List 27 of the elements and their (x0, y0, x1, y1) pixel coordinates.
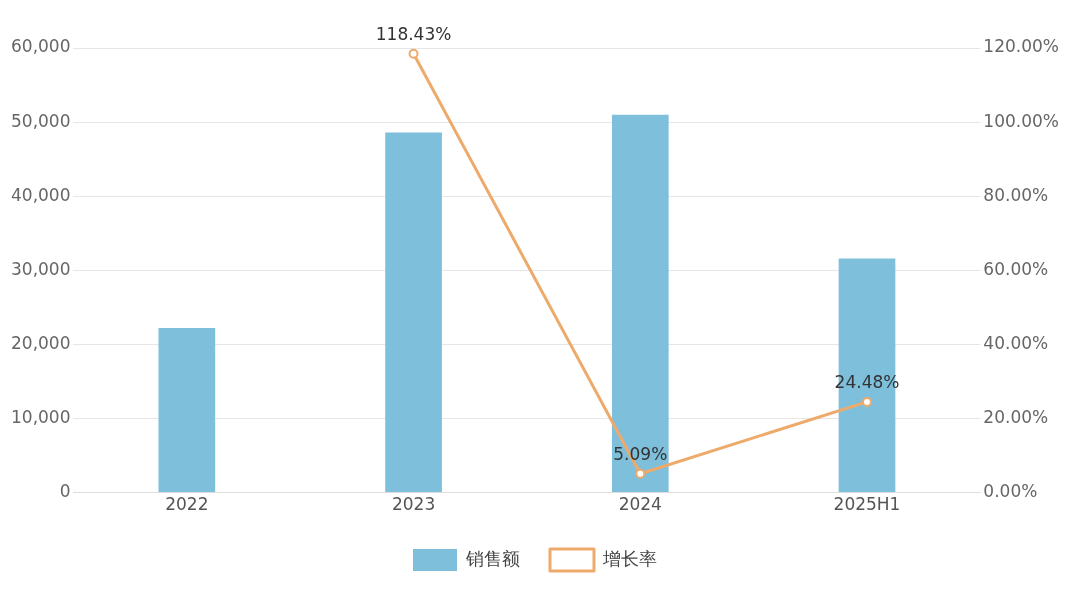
x-tick-label: 2025H1 (833, 494, 901, 515)
bar (385, 132, 442, 493)
y-tick-label: 10,000 (11, 406, 71, 427)
x-tick-label: 2022 (165, 494, 209, 515)
x-tick-label: 2024 (618, 494, 662, 515)
bar (158, 328, 216, 493)
y2-tick-label: 0.00% (983, 481, 1038, 502)
y2-tick-label: 60.00% (983, 258, 1049, 279)
y-tick-label: 20,000 (11, 332, 71, 353)
legend-label: 增长率 (602, 547, 657, 569)
data-label: 118.43% (375, 23, 452, 44)
bar (611, 114, 669, 493)
y-tick-label: 60,000 (11, 36, 71, 57)
y2-tick-label: 40.00% (983, 332, 1049, 353)
y-tick-label: 50,000 (11, 110, 71, 131)
y2-tick-label: 120.00% (983, 36, 1059, 57)
point (635, 468, 646, 479)
y-tick-label: 40,000 (11, 184, 71, 205)
x-tick-label: 2023 (391, 494, 436, 515)
point (862, 396, 872, 407)
y2-tick-label: 80.00% (983, 184, 1049, 205)
point (408, 48, 419, 59)
y-tick-label: 0 (59, 481, 71, 502)
y2-tick-label: 20.00% (983, 406, 1049, 427)
y2-tick-label: 100.00% (983, 110, 1059, 131)
legend-label: 销售额 (465, 547, 520, 569)
y-tick-label: 30,000 (11, 258, 71, 279)
